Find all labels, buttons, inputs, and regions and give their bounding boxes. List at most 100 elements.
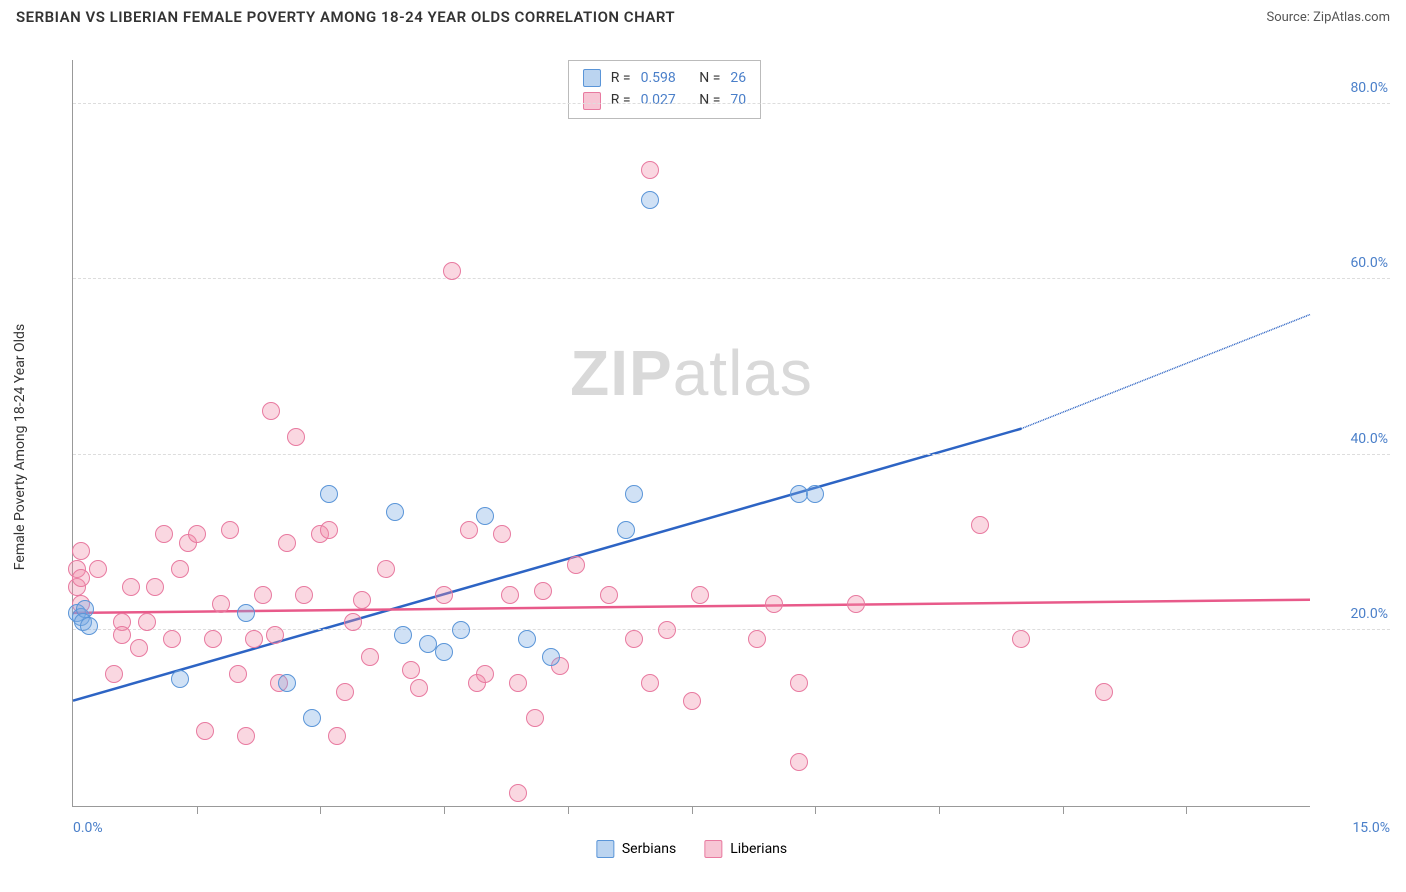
data-point — [518, 630, 536, 648]
data-point — [402, 661, 420, 679]
data-point — [410, 679, 428, 697]
swatch-series-1 — [583, 69, 601, 87]
data-point — [625, 630, 643, 648]
data-point — [658, 621, 676, 639]
data-point — [266, 626, 284, 644]
data-point — [509, 674, 527, 692]
xtick — [692, 806, 693, 814]
data-point — [765, 595, 783, 613]
data-point — [625, 485, 643, 503]
data-point — [237, 727, 255, 745]
data-point — [971, 516, 989, 534]
data-point — [501, 586, 519, 604]
data-point — [641, 161, 659, 179]
xtick — [1063, 806, 1064, 814]
chart-title: SERBIAN VS LIBERIAN FEMALE POVERTY AMONG… — [16, 8, 675, 26]
ytick-label: 80.0% — [1318, 80, 1388, 96]
data-point — [435, 586, 453, 604]
data-point — [237, 604, 255, 622]
legend-swatch-2 — [704, 840, 722, 858]
data-point — [295, 586, 313, 604]
data-point — [72, 542, 90, 560]
data-point — [336, 683, 354, 701]
data-point — [130, 639, 148, 657]
data-point — [1012, 630, 1030, 648]
x-start-label: 0.0% — [73, 820, 103, 836]
data-point — [204, 630, 222, 648]
data-point — [509, 784, 527, 802]
y-axis-label: Female Poverty Among 18-24 Year Olds — [12, 323, 28, 569]
data-point — [394, 626, 412, 644]
data-point — [567, 556, 585, 574]
source-label: Source: — [1266, 10, 1313, 25]
stat-n-value-1: 26 — [730, 67, 746, 89]
x-end-label: 15.0% — [1352, 820, 1390, 836]
data-point — [806, 485, 824, 503]
data-point — [89, 560, 107, 578]
data-point — [476, 507, 494, 525]
data-point — [278, 674, 296, 692]
data-point — [748, 630, 766, 648]
data-point — [122, 578, 140, 596]
stat-n-label-1: N = — [699, 67, 720, 89]
data-point — [196, 722, 214, 740]
data-point — [245, 630, 263, 648]
data-point — [377, 560, 395, 578]
legend-label-2: Liberians — [730, 841, 787, 857]
data-point — [435, 643, 453, 661]
stat-r-value-1: 0.598 — [641, 67, 676, 89]
data-point — [790, 485, 808, 503]
data-point — [344, 613, 362, 631]
data-point — [641, 191, 659, 209]
plot-area: ZIPatlas R = 0.598 N = 26 R = 0.027 N = … — [72, 60, 1310, 807]
xtick — [320, 806, 321, 814]
stats-row-2: R = 0.027 N = 70 — [583, 89, 746, 111]
ytick-label: 20.0% — [1318, 606, 1388, 622]
xtick — [815, 806, 816, 814]
data-point — [229, 665, 247, 683]
watermark: ZIPatlas — [570, 336, 813, 410]
legend-label-1: Serbians — [622, 841, 676, 857]
gridline — [73, 454, 1390, 455]
data-point — [80, 617, 98, 635]
xtick — [1186, 806, 1187, 814]
data-point — [254, 586, 272, 604]
stat-r-value-2: 0.027 — [641, 89, 676, 111]
source: Source: ZipAtlas.com — [1266, 10, 1390, 25]
data-point — [105, 665, 123, 683]
data-point — [303, 709, 321, 727]
legend-item-2: Liberians — [704, 840, 787, 858]
swatch-series-2 — [583, 92, 601, 110]
data-point — [641, 674, 659, 692]
xtick — [568, 806, 569, 814]
data-point — [361, 648, 379, 666]
stat-r-label-1: R = — [611, 67, 631, 89]
stats-row-1: R = 0.598 N = 26 — [583, 67, 746, 89]
data-point — [155, 525, 173, 543]
data-point — [278, 534, 296, 552]
xtick — [939, 806, 940, 814]
data-point — [542, 648, 560, 666]
data-point — [320, 485, 338, 503]
source-value: ZipAtlas.com — [1313, 10, 1390, 25]
watermark-bold: ZIP — [570, 337, 673, 409]
stats-legend: R = 0.598 N = 26 R = 0.027 N = 70 — [568, 60, 761, 119]
data-point — [790, 674, 808, 692]
data-point — [386, 503, 404, 521]
legend-swatch-1 — [596, 840, 614, 858]
xtick — [444, 806, 445, 814]
data-point — [452, 621, 470, 639]
data-point — [221, 521, 239, 539]
data-point — [328, 727, 346, 745]
ytick-label: 40.0% — [1318, 431, 1388, 447]
data-point — [113, 626, 131, 644]
stat-n-value-2: 70 — [730, 89, 746, 111]
data-point — [320, 521, 338, 539]
data-point — [171, 670, 189, 688]
gridline — [73, 278, 1390, 279]
gridline — [73, 103, 1390, 104]
data-point — [146, 578, 164, 596]
data-point — [476, 665, 494, 683]
data-point — [691, 586, 709, 604]
xtick — [197, 806, 198, 814]
